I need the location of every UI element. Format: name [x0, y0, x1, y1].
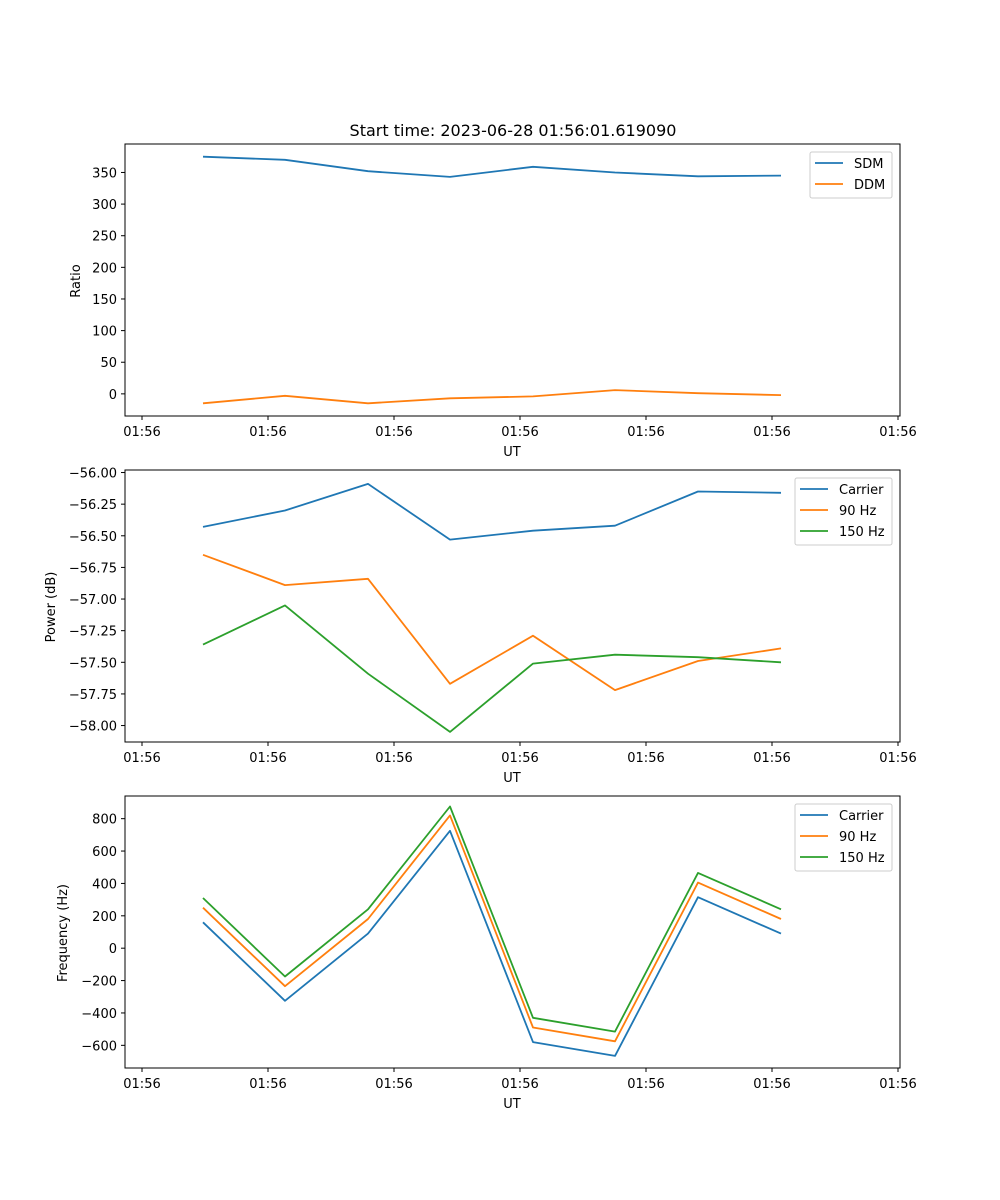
figure-title: Start time: 2023-06-28 01:56:01.619090 [350, 121, 677, 140]
chart-1-y-tick-label: 350 [92, 166, 117, 181]
chart-1-x-tick-label: 01:56 [627, 425, 664, 440]
chart-3-axes-frame [124, 795, 901, 1069]
chart-3-series-90-hz-line [202, 814, 782, 1043]
chart-1-x-tick-label: 01:56 [249, 425, 286, 440]
chart-3-x-tick-label: 01:56 [123, 1077, 160, 1092]
chart-2-x-tick-label: 01:56 [879, 751, 916, 766]
chart-1-x-tick-label: 01:56 [879, 425, 916, 440]
ylabel-power: Power (dB) [44, 572, 59, 643]
chart-1-y-tick-label: 0 [109, 388, 117, 403]
chart-2-y-tick-label: −58.00 [69, 720, 117, 735]
chart-3-y-tick-label: 800 [92, 813, 117, 828]
chart-2-series-90-hz-line [202, 553, 782, 691]
chart-3-legend-label: 90 Hz [839, 830, 876, 845]
chart-3-series-150-hz-line [202, 805, 782, 1033]
xlabel-frequency: UT [503, 1097, 521, 1112]
chart-2-legend-label: 90 Hz [839, 504, 876, 519]
chart-1-x-tick-label: 01:56 [375, 425, 412, 440]
chart-3-x-tick-label: 01:56 [753, 1077, 790, 1092]
chart-2-legend-box [794, 477, 893, 546]
chart-3-y-tick-label: −400 [81, 1007, 117, 1022]
chart-2-series-150-hz-line [202, 604, 782, 733]
chart-1-x-tick-label: 01:56 [123, 425, 160, 440]
chart-2-legend-label: 150 Hz [839, 525, 885, 540]
chart-1-y-tick-label: 300 [92, 198, 117, 213]
chart-1-y-tick-label: 250 [92, 230, 117, 245]
chart-1-legend-label: SDM [854, 157, 883, 172]
chart-3-y-tick-label: 0 [109, 942, 117, 957]
chart-3-legend-box [794, 803, 893, 872]
subplot-ratio: Ratio UT 01:56 01:56 01:56 01:56 01:56 01:56 0… [69, 143, 917, 460]
chart-3-y-tick-label: −200 [81, 975, 117, 990]
chart-3-legend-label: Carrier [839, 809, 884, 824]
chart-1-y-tick-label: 100 [92, 325, 117, 340]
chart-1-y-tick-label: 200 [92, 261, 117, 276]
chart-1-axes-frame [124, 143, 901, 417]
chart-1-legend-label: DDM [854, 178, 885, 193]
chart-2-y-tick-label: −57.50 [69, 656, 117, 671]
chart-2-x-tick-label: 01:56 [375, 751, 412, 766]
chart-1-series-sdm-line [202, 155, 782, 178]
xlabel-ratio: UT [503, 445, 521, 460]
chart-1-legend: SDM DDM [809, 151, 893, 199]
chart-2-y-tick-label: −57.75 [69, 688, 117, 703]
chart-2-series-carrier-line [202, 482, 782, 541]
chart-2-x-tick-label: 01:56 [249, 751, 286, 766]
chart-2-y-tick-label: −56.50 [69, 530, 117, 545]
chart-3-y-tick-label: 600 [92, 845, 117, 860]
chart-2-y-tick-label: −57.25 [69, 625, 117, 640]
chart-3-x-tick-label: 01:56 [501, 1077, 538, 1092]
chart-2-y-tick-label: −56.00 [69, 467, 117, 482]
chart-1-y-tick-label: 150 [92, 293, 117, 308]
chart-1-x-tick-label: 01:56 [501, 425, 538, 440]
chart-1-x-tick-label: 01:56 [753, 425, 790, 440]
chart-3-x-tick-label: 01:56 [249, 1077, 286, 1092]
chart-2-legend-label: Carrier [839, 483, 884, 498]
chart-3-series-carrier-line [202, 829, 782, 1057]
chart-2-x-tick-label: 01:56 [123, 751, 160, 766]
chart-3-legend: Carrier 90 Hz 150 Hz [794, 803, 893, 872]
ylabel-frequency: Frequency (Hz) [56, 884, 71, 982]
chart-3-x-tick-label: 01:56 [375, 1077, 412, 1092]
chart-3-legend-label: 150 Hz [839, 851, 885, 866]
xlabel-power: UT [503, 771, 521, 786]
chart-2-x-tick-label: 01:56 [753, 751, 790, 766]
chart-2-legend: Carrier 90 Hz 150 Hz [794, 477, 893, 546]
chart-2-y-tick-label: −56.25 [69, 498, 117, 513]
chart-1-series-ddm-line [202, 389, 782, 405]
chart-2-y-tick-label: −57.00 [69, 593, 117, 608]
chart-3-y-tick-label: −600 [81, 1039, 117, 1054]
ylabel-ratio: Ratio [69, 264, 84, 297]
subplot-frequency: Frequency (Hz) UT 01:56 01:56 01:56 01:56 01… [56, 795, 917, 1112]
chart-2-x-tick-label: 01:56 [627, 751, 664, 766]
subplot-power: Power (dB) UT 01:56 01:56 01:56 01:56 01:56 0… [44, 467, 917, 786]
chart-3-x-tick-label: 01:56 [879, 1077, 916, 1092]
chart-3-y-tick-label: 200 [92, 910, 117, 925]
chart-2-y-tick-label: −56.75 [69, 561, 117, 576]
chart-3-y-tick-label: 400 [92, 877, 117, 892]
chart-3-x-tick-label: 01:56 [627, 1077, 664, 1092]
chart-2-x-tick-label: 01:56 [501, 751, 538, 766]
chart-2-axes-frame [124, 469, 901, 743]
chart-1-y-tick-label: 50 [100, 356, 117, 371]
